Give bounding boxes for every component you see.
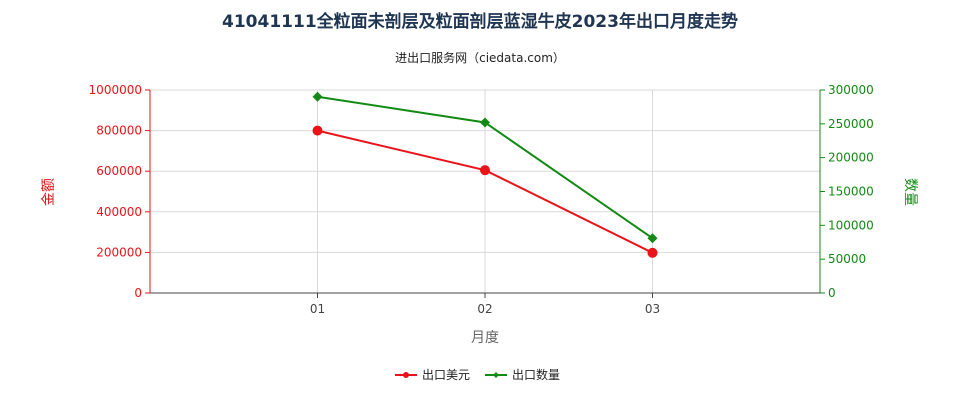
left-axis-title: 金额 (41, 178, 57, 206)
x-tick-label: 01 (310, 302, 325, 316)
left-tick-label: 0 (134, 286, 142, 300)
legend-marker-1 (403, 372, 409, 378)
left-axis-ticks: 0 200000 400000 600000 800000 1000000 (89, 83, 150, 300)
x-axis-title: 月度 (471, 330, 499, 346)
chart-title: 41041111全粒面未剖层及粒面剖层蓝湿牛皮2023年出口月度走势 (222, 11, 738, 32)
legend-marker-2 (493, 372, 499, 378)
series-2-point (480, 117, 490, 128)
left-tick-label: 200000 (96, 245, 142, 259)
series-1-point (312, 125, 323, 136)
right-tick-label: 200000 (828, 151, 874, 165)
right-tick-label: 50000 (828, 252, 866, 266)
series-1-point (647, 247, 658, 258)
left-tick-label: 800000 (96, 124, 142, 138)
right-tick-label: 100000 (828, 218, 874, 232)
right-tick-label: 0 (828, 286, 836, 300)
series-2-point (647, 233, 658, 244)
legend: 出口美元 出口数量 (395, 367, 560, 382)
x-axis-ticks: 01 02 03 (310, 293, 660, 316)
chart-subtitle: 进出口服务网（ciedata.com） (395, 50, 565, 65)
series-1-point (480, 165, 490, 176)
x-tick-label: 02 (477, 302, 492, 316)
right-axis-ticks: 0 50000 100000 150000 200000 250000 300000 (820, 83, 874, 300)
series-2-point (312, 91, 323, 102)
left-tick-label: 600000 (96, 164, 142, 178)
series-layer (312, 91, 658, 258)
legend-label-1: 出口美元 (422, 368, 470, 382)
right-tick-label: 150000 (828, 185, 874, 199)
legend-label-2: 出口数量 (512, 367, 560, 382)
left-tick-label: 400000 (96, 205, 142, 219)
x-tick-label: 03 (645, 302, 660, 316)
right-tick-label: 250000 (828, 117, 874, 131)
left-tick-label: 1000000 (89, 83, 142, 97)
right-axis-title: 数量 (902, 178, 918, 206)
right-tick-label: 300000 (828, 83, 874, 97)
